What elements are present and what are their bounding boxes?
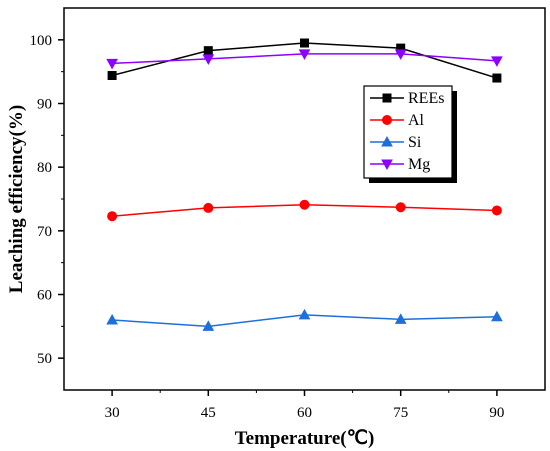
legend-marker	[382, 115, 392, 125]
legend: REEs Al Si Mg	[363, 85, 457, 183]
x-tick-label: 30	[105, 405, 120, 421]
x-tick-label: 60	[297, 405, 312, 421]
plot-frame	[63, 7, 546, 391]
data-point-rees	[300, 38, 309, 48]
data-point-al	[299, 199, 310, 210]
legend-item-rees: REEs	[370, 90, 444, 107]
data-point-mg	[394, 49, 407, 60]
legend-label: Al	[408, 112, 425, 129]
y-tick-label: 50	[37, 351, 52, 367]
legend-marker	[381, 159, 393, 171]
series-al	[107, 199, 502, 222]
y-tick-label: 60	[37, 288, 52, 304]
data-point-mg	[298, 49, 311, 60]
data-point-si	[106, 313, 118, 325]
x-tick-label: 90	[489, 405, 504, 421]
legend-item-si: Si	[370, 134, 422, 151]
legend-label: Si	[408, 134, 422, 151]
data-point-mg	[202, 54, 215, 65]
data-point-al	[107, 211, 118, 222]
x-axis-title: Temperature(℃)	[235, 428, 375, 449]
series-layer	[106, 38, 503, 331]
series-si	[106, 308, 503, 331]
data-point-si	[298, 308, 311, 320]
x-tick-label: 45	[201, 405, 216, 421]
data-point-si	[394, 313, 407, 324]
data-point-mg	[106, 58, 118, 70]
data-point-si	[491, 310, 503, 322]
y-tick-label: 100	[30, 33, 53, 49]
legend-label: Mg	[408, 156, 430, 173]
data-point-al	[395, 202, 406, 213]
series-mg	[106, 49, 503, 70]
data-point-rees	[203, 46, 213, 56]
series-rees	[107, 38, 502, 83]
legend-item-mg: Mg	[370, 156, 430, 173]
legend-marker	[381, 135, 393, 147]
data-point-al	[491, 205, 502, 216]
data-point-rees	[492, 73, 502, 83]
legend-item-al: Al	[370, 112, 425, 129]
data-point-al	[203, 202, 214, 213]
data-point-rees	[107, 70, 117, 80]
y-tick-label: 90	[37, 97, 52, 113]
legend-marker	[382, 93, 392, 103]
y-tick-label: 70	[37, 224, 52, 240]
legend-box	[363, 85, 453, 179]
legend-label: REEs	[408, 90, 444, 107]
y-tick-label: 80	[37, 160, 52, 176]
y-axis-title: Leaching efficiency(%)	[6, 105, 27, 293]
data-point-si	[202, 320, 215, 331]
axis-ticks: 30 45 60 75 90 50 60 70 80 90 100	[30, 33, 505, 421]
x-tick-label: 75	[393, 405, 408, 421]
data-point-mg	[491, 56, 503, 67]
